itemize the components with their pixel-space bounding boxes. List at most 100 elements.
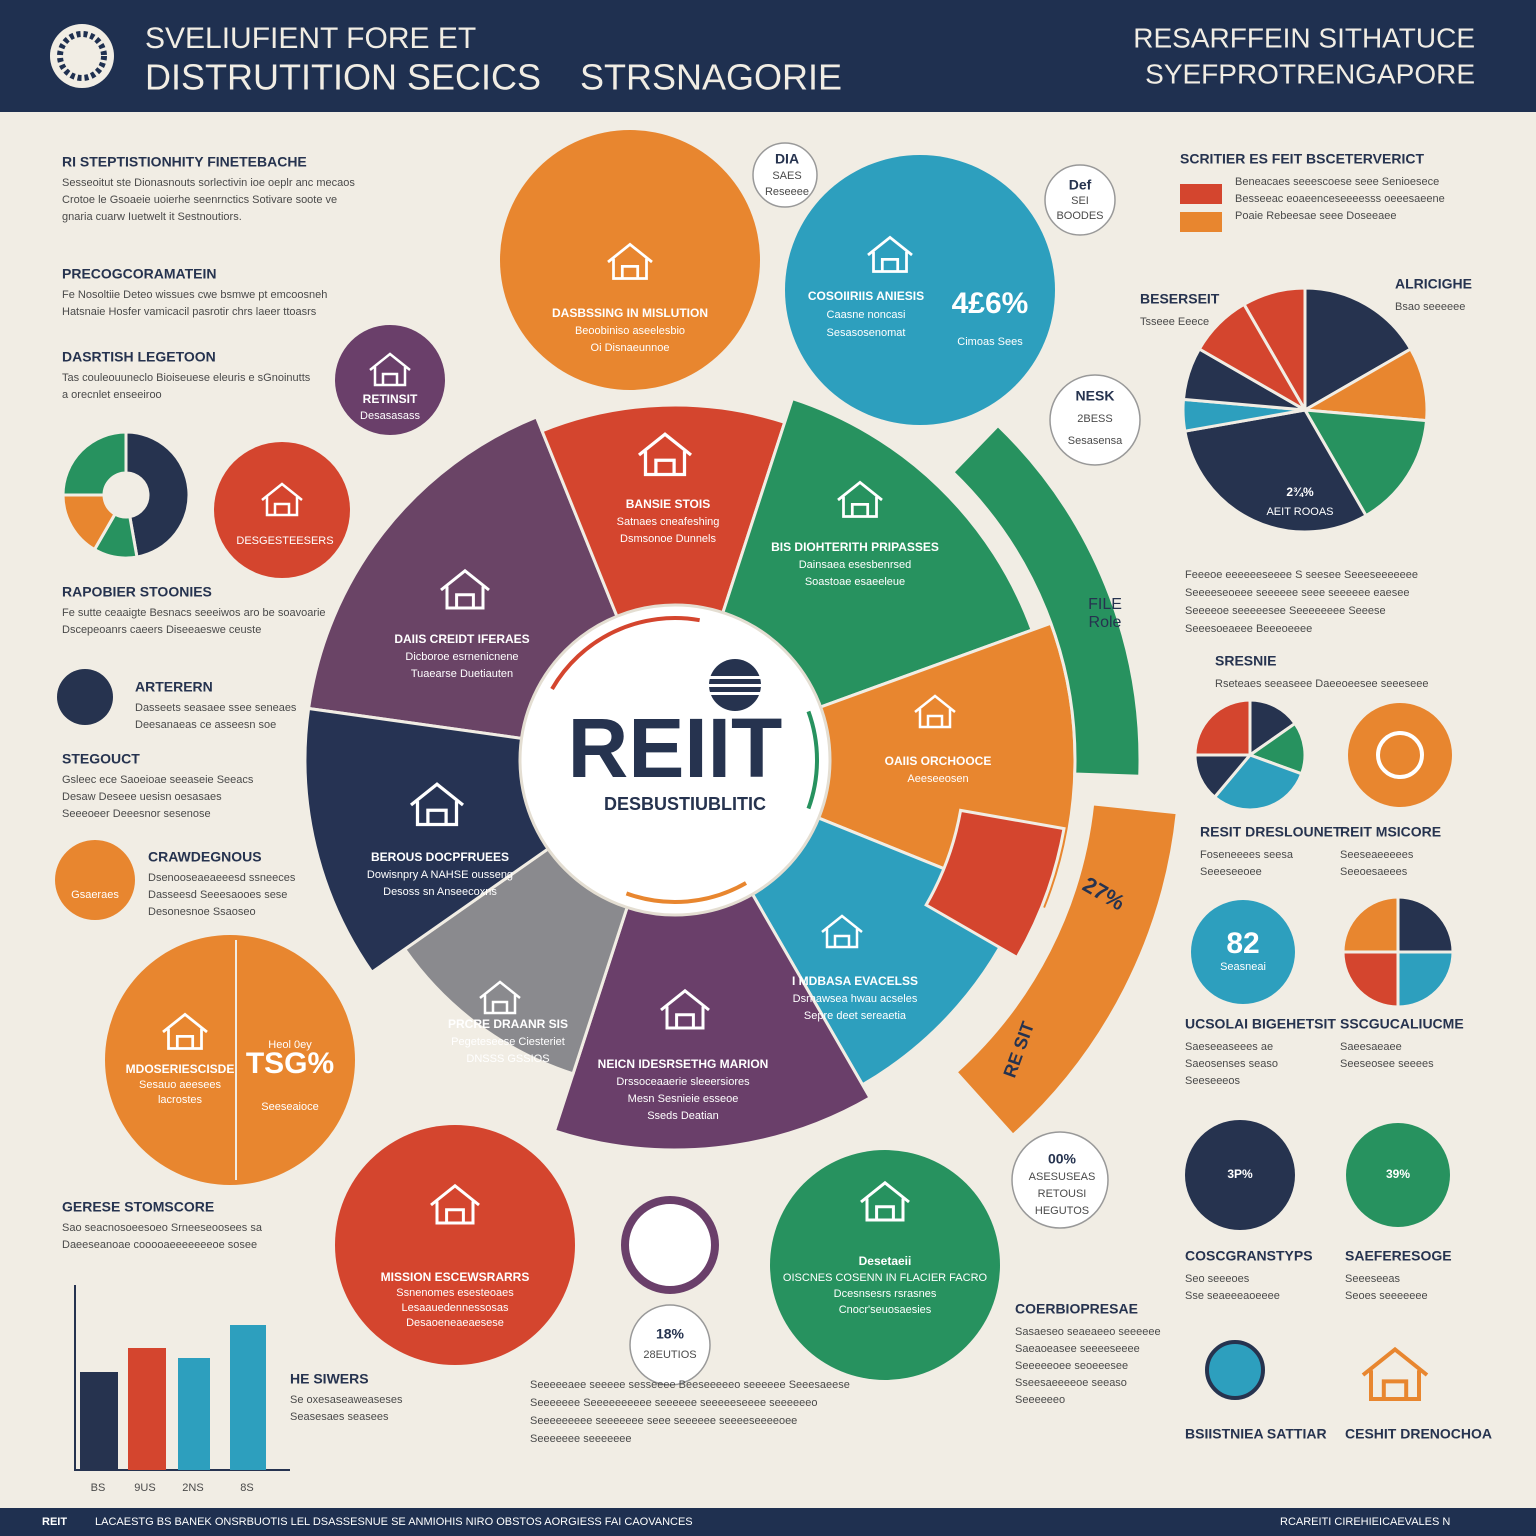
shapes bbox=[55, 130, 1455, 1471]
callout-text: Sesasosenomat bbox=[827, 327, 906, 339]
section-text: Seasesaes seasees bbox=[290, 1411, 389, 1423]
circle-badge bbox=[1346, 1123, 1450, 1227]
circle-badge bbox=[335, 1125, 575, 1365]
circle-badge bbox=[1185, 1120, 1295, 1230]
center-ring bbox=[550, 616, 701, 691]
segment-title: DAIIS CREIDT IFERAES bbox=[394, 632, 529, 646]
pie-slice bbox=[1396, 895, 1455, 954]
bar-shape bbox=[128, 1348, 166, 1470]
callout-text: AEIT ROOAS bbox=[1266, 506, 1333, 518]
pie-slice bbox=[1303, 286, 1413, 413]
header-logo-ring bbox=[57, 31, 107, 81]
section-heading: BSIISTNIEA SATTIAR bbox=[1185, 1426, 1327, 1442]
bar-label: 2NS bbox=[182, 1482, 203, 1494]
circle-badge bbox=[500, 130, 760, 390]
house-icon bbox=[607, 242, 653, 280]
callout-text: Gsaeraes bbox=[71, 889, 119, 901]
callout-text: DESGESTEESERS bbox=[236, 535, 333, 547]
callout-text: BOODES bbox=[1056, 210, 1103, 222]
callout-text: Heol 0ey bbox=[268, 1039, 312, 1051]
callout-text: DIA bbox=[775, 151, 799, 167]
section-heading: UCSOLAI BIGEHETSIT bbox=[1185, 1016, 1336, 1032]
bar-label: 9US bbox=[134, 1482, 155, 1494]
bar-axis bbox=[74, 1285, 290, 1471]
section-text: Daeeseanoae cooooaeeeeeeeoe sosee bbox=[62, 1239, 257, 1251]
bar-shape bbox=[178, 1358, 210, 1470]
section-heading: STEGOUCT bbox=[62, 751, 140, 767]
section-heading: BESERSEIT bbox=[1140, 291, 1220, 307]
callout-text: DASBSSING IN MISLUTION bbox=[552, 306, 708, 320]
section-text: Dsenooseaeaeeesd ssneeces bbox=[148, 872, 296, 884]
section-text: Saeesaeaee bbox=[1340, 1041, 1402, 1053]
segment-title: PRCRE DRAANR SIS bbox=[448, 1017, 568, 1031]
house-icon bbox=[261, 482, 303, 517]
segment-title: I MDBASA EVACELSS bbox=[792, 974, 918, 988]
callout-text: Def bbox=[1069, 177, 1092, 193]
paragraph-text: Feeeoe eeeeeeseeee S seesee Seeeseeeeeee bbox=[1185, 569, 1418, 581]
section-text: Seeseosee seeees bbox=[1340, 1058, 1434, 1070]
callout-text: Desetaeii bbox=[859, 1254, 912, 1268]
pie-slice bbox=[1193, 698, 1252, 757]
house-icon bbox=[369, 352, 411, 387]
callout-text: ASESUSEAS bbox=[1029, 1171, 1096, 1183]
house-icon bbox=[409, 782, 465, 827]
footer-text: RCAREITI CIREHIEICAEVALES N bbox=[1280, 1516, 1450, 1528]
section-text: Seeeeeeo bbox=[1015, 1394, 1065, 1406]
callout-text: OISCNES COSENN IN FLACIER FACRO bbox=[783, 1272, 988, 1284]
paragraph-text: Seeeeseoeee seeeeee seee seeeeee eaesee bbox=[1185, 587, 1409, 599]
wheel-segment bbox=[552, 756, 873, 1152]
section-text: Dscepeoanrs caeers Diseeaeswe ceuste bbox=[62, 624, 261, 636]
section-text: Saeaoeasee seeeeseeee bbox=[1015, 1343, 1140, 1355]
house-icon bbox=[867, 235, 913, 273]
section-text: Seeeseeas bbox=[1345, 1273, 1401, 1285]
section-text: Besseeac eoaeenceseeeesss oeeesaeene bbox=[1235, 193, 1445, 205]
house-icon bbox=[637, 432, 693, 477]
section-text: Sasaeseo seaeaeeo seeeeee bbox=[1015, 1326, 1161, 1338]
callout-text: Sesasensa bbox=[1068, 435, 1123, 447]
house-icon bbox=[162, 1012, 208, 1050]
circle-badge bbox=[770, 1150, 1000, 1380]
pie-slice bbox=[1396, 950, 1455, 1009]
section-text: Beneacaes seeescoese seee Senioesece bbox=[1235, 176, 1439, 188]
footer-logo: REIT bbox=[42, 1516, 67, 1528]
circle-badge bbox=[1191, 900, 1295, 1004]
center-ring bbox=[806, 710, 819, 810]
segment-text: Satnaes cneafeshing bbox=[617, 516, 720, 528]
section-heading: RAPOBIER STOONIES bbox=[62, 584, 212, 600]
house-icon bbox=[660, 988, 710, 1030]
donut-slice bbox=[124, 430, 191, 559]
house-icon bbox=[914, 694, 956, 729]
pie-slice bbox=[1183, 408, 1369, 534]
section-text: Seeseeeos bbox=[1185, 1075, 1241, 1087]
segment-text: Dsmsonoe Dunnels bbox=[620, 533, 716, 545]
section-heading: COERBIOPRESAE bbox=[1015, 1301, 1138, 1317]
section-text: Seo seeeoes bbox=[1185, 1273, 1250, 1285]
section-text: Se oxesaseaweaseses bbox=[290, 1394, 403, 1406]
section-heading: SAEFERESOGE bbox=[1345, 1248, 1452, 1264]
section-text: gnaria cuarw Iuetwelt it Sestnoutiors. bbox=[62, 211, 242, 223]
callout-text: Cimoas Sees bbox=[957, 336, 1023, 348]
circle-badge bbox=[785, 155, 1055, 425]
section-text: Desonesnoe Ssaoseo bbox=[148, 906, 256, 918]
house-icon bbox=[860, 1180, 910, 1222]
section-text: Sesseoitut ste Dionasnouts sorlectivin i… bbox=[62, 177, 355, 189]
callout-text: 82 bbox=[1226, 927, 1259, 960]
bar-shape bbox=[80, 1372, 118, 1470]
section-heading: RI STEPTISTIONHITY FINETEBACHE bbox=[62, 154, 307, 170]
callout-text: Dcesnsesrs rsrasnes bbox=[834, 1288, 937, 1300]
callout-text: Sesauo aeesees bbox=[139, 1079, 221, 1091]
wheel-segment bbox=[540, 403, 787, 765]
section-heading: ALRICIGHE bbox=[1395, 276, 1472, 292]
pie-slice bbox=[1197, 302, 1310, 415]
house-icon bbox=[821, 914, 863, 949]
footer-bar bbox=[0, 1508, 1536, 1536]
header-title: SVELIUFIENT FORE ET bbox=[145, 22, 476, 55]
section-text: Bsao seeeeee bbox=[1395, 301, 1465, 313]
center-subtitle: DESBUSTIUBLITIC bbox=[604, 794, 766, 814]
segment-text: Soastoae esaeeleue bbox=[805, 576, 905, 588]
section-text: Deesanaeas ce asseesn soe bbox=[135, 719, 276, 731]
pie-slice bbox=[1302, 408, 1429, 518]
callout-value: 2¾% bbox=[1286, 485, 1314, 499]
pie-slice bbox=[1341, 950, 1400, 1009]
callout-text: FILE bbox=[1088, 596, 1122, 613]
